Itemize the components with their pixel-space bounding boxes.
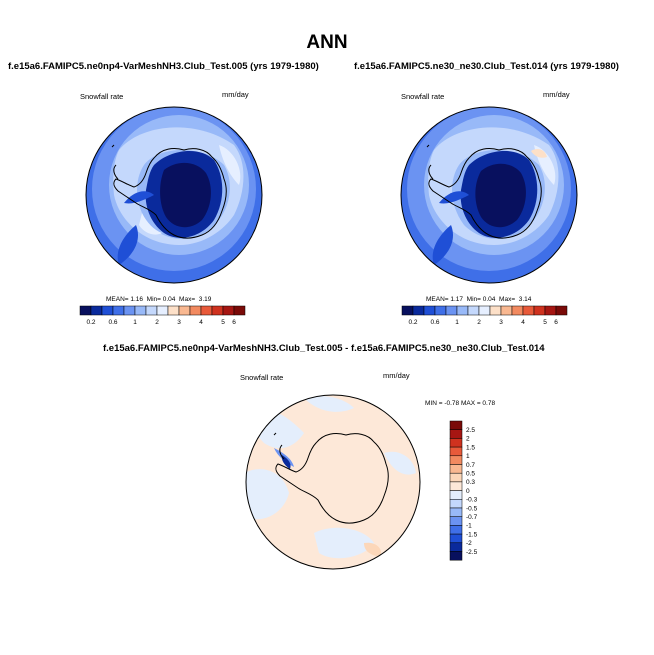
colorbar-swatch xyxy=(423,305,436,316)
panel-3-colorbar: 2.5 21.5 1 0.7 0.50.3 0 -0.3-0.5 -0.7 -1-1.5 -2 -2… xyxy=(449,420,478,561)
panel-1-colorbar: 0.2 0.6 1 2 3 4 5 6 xyxy=(79,305,246,326)
colorbar-tick-label: 2.5 xyxy=(466,427,475,434)
panel-1-title: f.e15a6.FAMIPC5.ne0np4-VarMeshNH3.Club_T… xyxy=(8,61,319,72)
main-title: ANN xyxy=(306,32,348,53)
colorbar-swatch xyxy=(445,305,458,316)
colorbar-tick-label: -1.5 xyxy=(466,531,478,538)
colorbar-swatch xyxy=(449,542,463,552)
colorbar-swatch xyxy=(200,305,213,316)
panel-3-variable: Snowfall rate xyxy=(240,373,284,382)
colorbar-tick-label: -2.5 xyxy=(466,549,478,556)
colorbar-tick-label: 0.2 xyxy=(86,319,95,326)
colorbar-tick-label: 1 xyxy=(133,319,137,326)
panel-2-units: mm/day xyxy=(543,90,570,99)
colorbar-tick-label: -0.5 xyxy=(466,505,478,512)
colorbar-swatch xyxy=(145,305,158,316)
colorbar-tick-label: -0.7 xyxy=(466,514,478,521)
colorbar-swatch xyxy=(449,516,463,526)
panel-3-units: mm/day xyxy=(383,371,410,380)
colorbar-swatch xyxy=(449,472,463,483)
panel-3-minmax: MIN = -0.78 MAX = 0.78 xyxy=(425,400,496,407)
colorbar-swatch xyxy=(449,429,463,439)
panel-1-units: mm/day xyxy=(222,90,249,99)
colorbar-swatch xyxy=(449,455,463,465)
colorbar-swatch xyxy=(189,305,202,316)
colorbar-swatch xyxy=(522,305,535,316)
colorbar-tick-label: -0.3 xyxy=(466,497,478,504)
colorbar-swatch xyxy=(449,525,463,535)
colorbar-swatch xyxy=(123,305,136,316)
colorbar-tick-label: 2 xyxy=(155,319,159,326)
panel-2-colorbar: 0.2 0.6 1 2 3 4 5 6 xyxy=(401,305,568,326)
colorbar-tick-label: 2 xyxy=(477,319,481,326)
panel-1-map xyxy=(85,106,263,284)
colorbar-swatch xyxy=(555,305,568,316)
colorbar-tick-label: -1 xyxy=(466,523,472,530)
colorbar-swatch xyxy=(544,305,557,316)
colorbar-swatch xyxy=(449,499,463,509)
panel-1-stats: MEAN= 1.16 Min= 0.04 Max= 3.19 xyxy=(106,296,212,303)
colorbar-tick-label: 6 xyxy=(232,319,236,326)
colorbar-swatch xyxy=(478,305,491,316)
colorbar-swatch xyxy=(456,305,469,316)
colorbar-swatch xyxy=(489,305,502,316)
colorbar-swatch xyxy=(178,305,191,316)
colorbar-swatch xyxy=(449,507,463,517)
colorbar-tick-label: 1 xyxy=(466,453,470,460)
colorbar-tick-label: 0.7 xyxy=(466,462,475,469)
panel-2-map xyxy=(400,106,578,284)
colorbar-tick-label: 3 xyxy=(499,319,503,326)
colorbar-tick-label: 4 xyxy=(199,319,203,326)
colorbar-swatch xyxy=(449,551,463,561)
colorbar-swatch xyxy=(222,305,235,316)
colorbar-swatch xyxy=(233,305,246,316)
colorbar-swatch xyxy=(167,305,180,316)
panel-1-variable: Snowfall rate xyxy=(80,92,124,101)
colorbar-swatch xyxy=(156,305,169,316)
colorbar-tick-label: 2 xyxy=(466,436,470,443)
colorbar-swatch xyxy=(449,446,463,457)
colorbar-tick-label: 0 xyxy=(466,488,470,495)
colorbar-tick-label: 5 xyxy=(221,319,225,326)
colorbar-swatch xyxy=(511,305,524,316)
panel-3-map xyxy=(245,394,421,570)
colorbar-swatch xyxy=(79,305,92,316)
colorbar-tick-label: 0.5 xyxy=(466,471,475,478)
colorbar-swatch xyxy=(533,305,546,316)
panel-2-variable: Snowfall rate xyxy=(401,92,445,101)
colorbar-swatch xyxy=(449,481,463,491)
colorbar-swatch xyxy=(90,305,103,316)
colorbar-swatch xyxy=(401,305,414,316)
panel-3-title: f.e15a6.FAMIPC5.ne0np4-VarMeshNH3.Club_T… xyxy=(103,343,545,354)
colorbar-swatch xyxy=(134,305,147,316)
colorbar-swatch xyxy=(211,305,224,316)
colorbar-swatch xyxy=(500,305,513,316)
colorbar-swatch xyxy=(467,305,480,316)
colorbar-swatch xyxy=(449,490,463,500)
panel-2-stats: MEAN= 1.17 Min= 0.04 Max= 3.14 xyxy=(426,296,532,303)
colorbar-swatch xyxy=(101,305,114,316)
colorbar-tick-label: 1.5 xyxy=(466,444,475,451)
colorbar-swatch xyxy=(449,533,463,544)
colorbar-tick-label: 0.6 xyxy=(430,319,439,326)
colorbar-tick-label: 6 xyxy=(554,319,558,326)
colorbar-tick-label: 1 xyxy=(455,319,459,326)
colorbar-tick-label: 0.3 xyxy=(466,479,475,486)
colorbar-swatch xyxy=(449,438,463,448)
colorbar-swatch xyxy=(112,305,125,316)
panel-2-title: f.e15a6.FAMIPC5.ne30_ne30.Club_Test.014 … xyxy=(354,61,619,72)
colorbar-swatch xyxy=(434,305,447,316)
colorbar-tick-label: 5 xyxy=(543,319,547,326)
colorbar-tick-label: 0.6 xyxy=(108,319,117,326)
colorbar-swatch xyxy=(412,305,425,316)
colorbar-tick-label: -2 xyxy=(466,540,472,547)
colorbar-swatch xyxy=(449,464,463,474)
colorbar-tick-label: 0.2 xyxy=(408,319,417,326)
colorbar-tick-label: 3 xyxy=(177,319,181,326)
colorbar-swatch xyxy=(449,420,463,430)
colorbar-tick-label: 4 xyxy=(521,319,525,326)
